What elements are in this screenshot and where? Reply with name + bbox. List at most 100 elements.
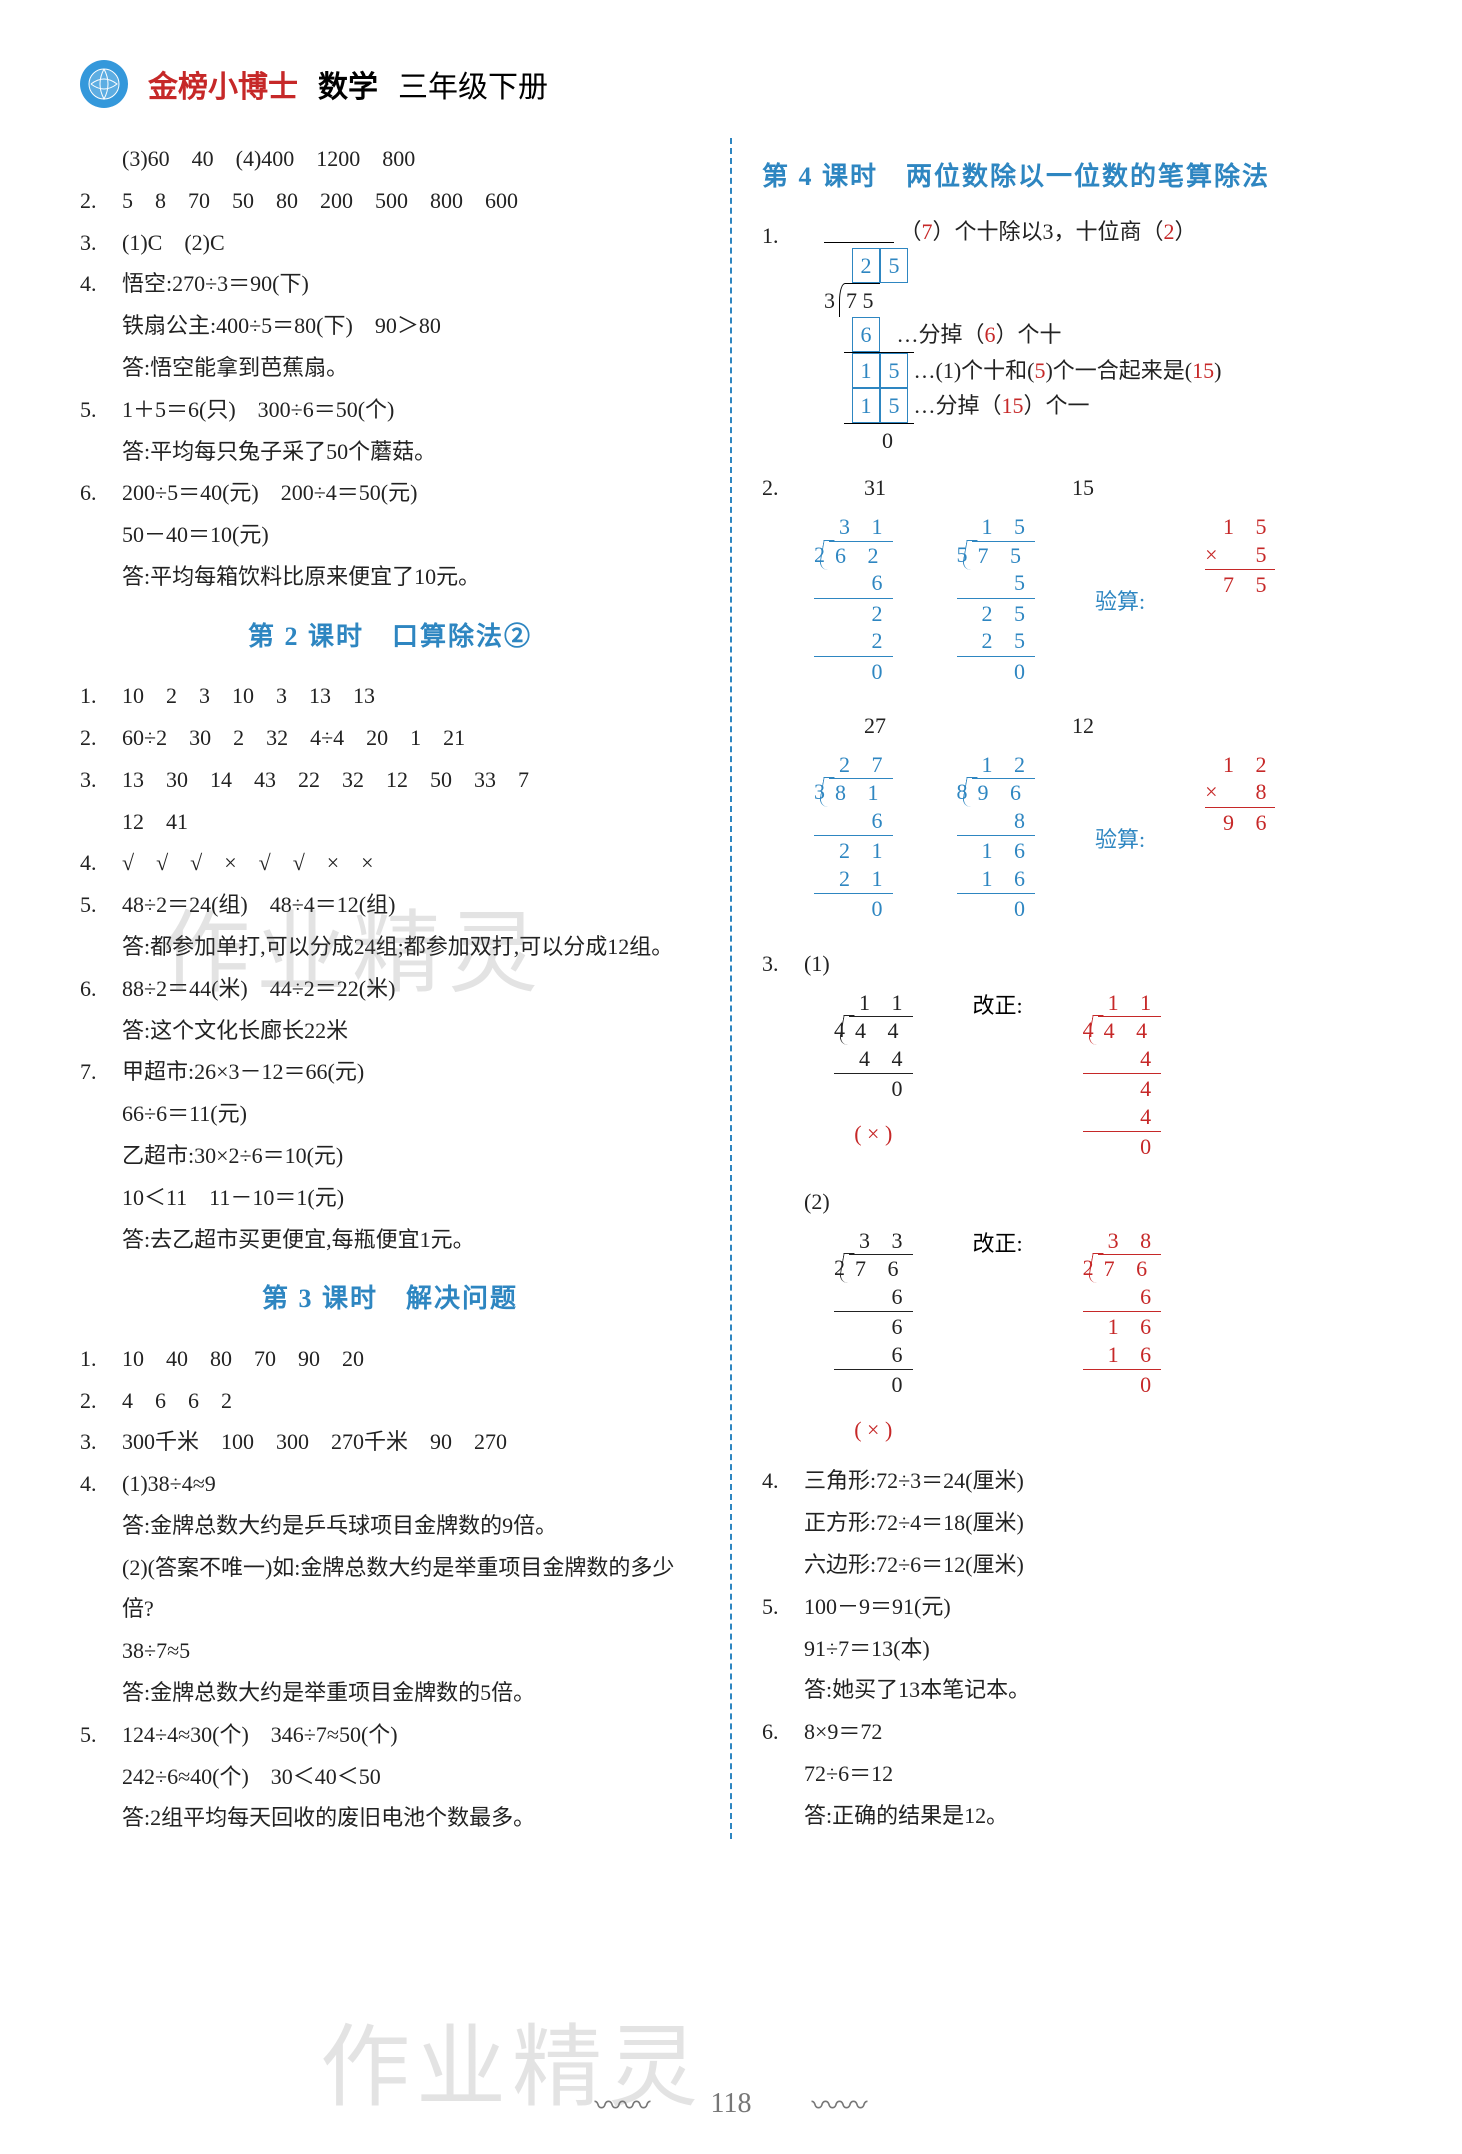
l-q4c: 答:悟空能拿到芭蕉扇。 [122, 347, 348, 389]
c1-w1: 4 [1083, 1075, 1162, 1103]
annb-v2: 15 [1192, 358, 1214, 383]
left-column: (3)60 40 (4)400 1200 800 2.5 8 70 50 80 … [80, 138, 730, 1839]
s3q4a: (1)38÷4≈9 [122, 1463, 216, 1505]
annb: …(1)个十和( [914, 358, 1035, 383]
q2a-quot: 3 1 [814, 513, 893, 541]
correct-label-2: 改正: [973, 1223, 1023, 1265]
r-q1-diagram: （7）个十除以3，十位商（2） 25 3 7 5 6 …分掉（6）个十 [824, 215, 1221, 457]
s2q1: 10 2 3 10 3 13 13 [122, 675, 375, 717]
l-q6a: 200÷5＝40(元) 200÷4＝50(元) [122, 472, 417, 514]
s3q5c: 答:2组平均每天回收的废旧电池个数最多。 [122, 1797, 535, 1839]
ld-corr2: 3 8 27 6 6 1 6 1 6 0 [1083, 1227, 1162, 1399]
s2q7c: 乙超市:30×2÷6＝10(元) [122, 1135, 343, 1177]
s3q5b: 242÷6≈40(个) 30＜40＜50 [122, 1756, 381, 1798]
box-q1: 2 [852, 248, 880, 283]
c1-quot: 1 1 [1083, 989, 1162, 1017]
box-b2: 5 [880, 353, 908, 388]
divd1: 7 [846, 288, 857, 313]
q2c-w1: 2 1 [814, 837, 893, 865]
q2a-w2: 2 [814, 627, 893, 655]
c1-divd: 4 4 [1098, 1016, 1162, 1045]
s2q4: √ √ √ × √ √ × × [122, 842, 374, 884]
l-q5b: 答:平均每只兔子采了50个蘑菇。 [122, 431, 436, 473]
chk2b: × 8 [1205, 778, 1274, 806]
annc: …分掉（ [914, 393, 1002, 418]
ld-wrong1: 1 1 44 4 4 4 0 [834, 989, 913, 1103]
q2d-quot: 1 2 [957, 751, 1036, 779]
r-q5c: 答:她买了13本笔记本。 [804, 1669, 1030, 1711]
q2c-w3: 0 [814, 895, 893, 923]
q2a-w1: 2 [814, 600, 893, 628]
s2q2: 60÷2 30 2 32 4÷4 20 1 21 [122, 717, 465, 759]
l-q3: (1)C (2)C [122, 222, 225, 264]
chk1a: 1 5 [1205, 513, 1274, 541]
w2-w1: 6 [834, 1313, 913, 1341]
chk1c: 7 5 [1205, 571, 1274, 599]
q2b-w2: 2 5 [957, 627, 1036, 655]
ann1-end: ） [1175, 219, 1197, 244]
section-3-title: 第 3 课时 解决问题 [80, 1274, 700, 1323]
s2q3a: 13 30 14 43 22 32 12 50 33 7 [122, 759, 529, 801]
q2h-a: 31 [864, 467, 886, 509]
l-q4b: 铁扇公主:400÷5＝80(下) 90＞80 [122, 305, 441, 347]
q2a-w3: 0 [814, 658, 893, 686]
w2-divd: 7 6 [849, 1254, 913, 1283]
s3q4d: 38÷7≈5 [122, 1630, 190, 1672]
c1-w0: 4 [1083, 1045, 1162, 1073]
r-q6a: 8×9＝72 [804, 1711, 882, 1753]
q2d-w0: 8 [957, 807, 1036, 835]
w1-w0: 4 4 [834, 1045, 913, 1073]
left-pre: (3)60 40 (4)400 1200 800 [122, 138, 415, 180]
w2-quot: 3 3 [834, 1227, 913, 1255]
page-number: 118 [711, 2088, 752, 2120]
q2c-quot: 2 7 [814, 751, 893, 779]
s3q1: 10 40 80 70 90 20 [122, 1338, 364, 1380]
w1-divd: 4 4 [849, 1016, 913, 1045]
q2d-w1: 1 6 [957, 837, 1036, 865]
q2a-w0: 6 [814, 569, 893, 597]
r-q6c: 答:正确的结果是12。 [804, 1795, 1008, 1837]
subject: 数学 [318, 62, 378, 106]
check-label-1: 验算: [1095, 581, 1145, 623]
q2a-divd: 6 2 [829, 541, 893, 570]
deco-right: 〰〰 [811, 2084, 867, 2124]
q3-wrong1-block: 1 1 44 4 4 4 0 ( × ) [822, 985, 925, 1155]
chk2a: 1 2 [1205, 751, 1274, 779]
s3q2: 4 6 6 2 [122, 1380, 232, 1422]
w1-w1: 0 [834, 1075, 913, 1103]
s2q5a: 48÷2＝24(组) 48÷4＝12(组) [122, 884, 395, 926]
grade: 三年级下册 [398, 62, 548, 106]
q2d-w3: 0 [957, 895, 1036, 923]
mark1: ( × ) [822, 1113, 925, 1155]
rem0: 0 [882, 424, 1221, 457]
header: 金榜小博士 数学 三年级下册 [80, 60, 1382, 108]
q2d-w2: 1 6 [957, 865, 1036, 893]
r-q4a: 三角形:72÷3＝24(厘米) [804, 1460, 1024, 1502]
l-q2: 5 8 70 50 80 200 500 800 600 [122, 180, 518, 222]
c2-w3: 0 [1083, 1371, 1162, 1399]
c2-w0: 6 [1083, 1283, 1162, 1311]
q2c-divd: 8 1 [829, 778, 893, 807]
q3-wrong2-block: 3 3 27 6 6 6 6 0 ( × ) [822, 1223, 925, 1451]
chk2c: 9 6 [1205, 809, 1274, 837]
ld-corr1: 1 1 44 4 4 4 4 0 [1083, 989, 1162, 1161]
ann1-post: ）个十除以3，十位商（ [933, 219, 1164, 244]
right-column: 第 4 课时 两位数除以一位数的笔算除法 1. （7）个十除以3，十位商（2） … [730, 138, 1382, 1839]
s2q5b: 答:都参加单打,可以分成24组;都参加双打,可以分成12组。 [122, 926, 673, 968]
r-q5a: 100－9＝91(元) [804, 1586, 951, 1628]
mark2: ( × ) [822, 1409, 925, 1451]
l-q6c: 答:平均每箱饮料比原来便宜了10元。 [122, 556, 480, 598]
q2b-w0: 5 [957, 569, 1036, 597]
q2h-b: 15 [1072, 467, 1094, 509]
section-4-title: 第 4 课时 两位数除以一位数的笔算除法 [762, 152, 1382, 201]
q2d-divd: 9 6 [972, 778, 1036, 807]
r-q5b: 91÷7＝13(本) [804, 1628, 930, 1670]
l-q4a: 悟空:270÷3＝90(下) [122, 263, 309, 305]
anna-end: ）个十 [996, 322, 1062, 347]
globe-icon [80, 60, 128, 108]
l-q6b: 50－40＝10(元) [122, 514, 269, 556]
w2-w2: 6 [834, 1341, 913, 1369]
mult-check1: 1 5 × 5 7 5 [1205, 513, 1274, 599]
r-q4b: 正方形:72÷4＝18(厘米) [804, 1502, 1024, 1544]
r-q4c: 六边形:72÷6＝12(厘米) [804, 1544, 1024, 1586]
